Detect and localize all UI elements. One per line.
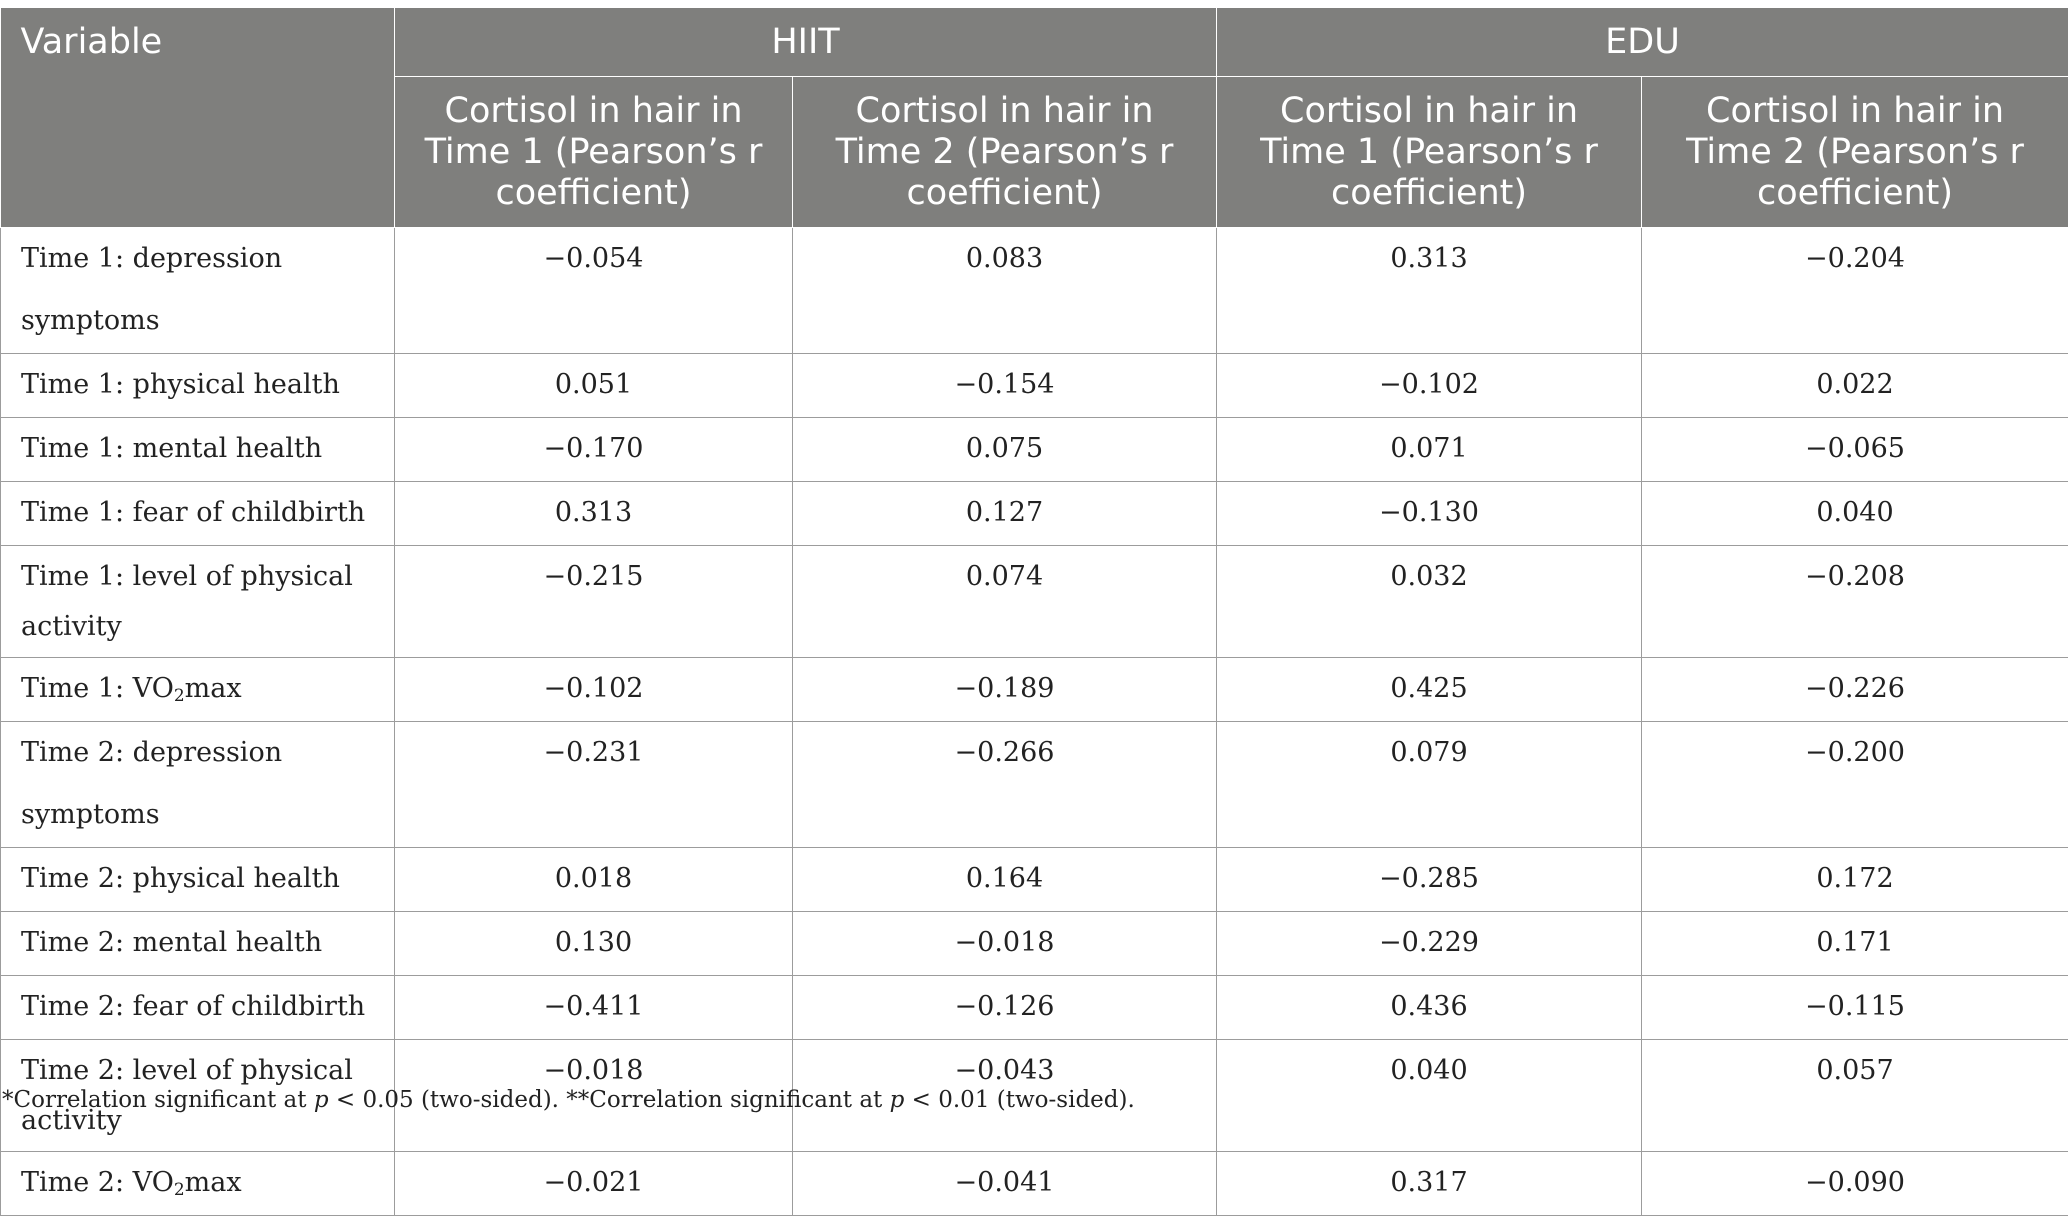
row-label-text: max (185, 1167, 242, 1198)
cell-hiit-time2: 0.164 (793, 848, 1217, 912)
row-label: Time 2: VO2max (1, 1152, 395, 1216)
cell-edu-time2: 0.040 (1642, 482, 2068, 546)
correlation-table: Variable HIIT EDU Cortisol in hair in Ti… (0, 8, 2068, 1216)
cell-hiit-time1: −0.231 (395, 722, 793, 848)
footnote-p-symbol: p (314, 1087, 329, 1113)
cell-hiit-time1: 0.130 (395, 912, 793, 976)
row-label: Time 2: mental health (1, 912, 395, 976)
cell-hiit-time1: 0.051 (395, 354, 793, 418)
row-label-text: max (185, 673, 242, 704)
cell-edu-time2: −0.208 (1642, 546, 2068, 658)
row-label-text: Time 2: VO (21, 1167, 174, 1198)
row-label-subscript: 2 (174, 686, 185, 706)
row-label: Time 1: level of physical activity (1, 546, 395, 658)
cell-hiit-time2: −0.018 (793, 912, 1217, 976)
header-group-hiit: HIIT (395, 8, 1217, 77)
table-row: Time 1: physical health 0.051 −0.154 −0.… (1, 354, 2068, 418)
table-row: Time 1: mental health −0.170 0.075 0.071… (1, 418, 2068, 482)
row-label-subscript: 2 (174, 1180, 185, 1200)
row-label: Time 2: physical health (1, 848, 395, 912)
cell-hiit-time1: −0.021 (395, 1152, 793, 1216)
cell-hiit-time2: −0.041 (793, 1152, 1217, 1216)
cell-hiit-time2: −0.189 (793, 658, 1217, 722)
table-row: Time 2: fear of childbirth −0.411 −0.126… (1, 976, 2068, 1040)
row-label: Time 1: physical health (1, 354, 395, 418)
row-label-text: Time 1: VO (21, 673, 174, 704)
cell-edu-time1: −0.285 (1217, 848, 1642, 912)
cell-hiit-time2: 0.074 (793, 546, 1217, 658)
row-label: Time 1: VO2max (1, 658, 395, 722)
cell-edu-time1: 0.040 (1217, 1040, 1642, 1152)
header-hiit-time2: Cortisol in hair in Time 2 (Pearson’s r … (793, 77, 1217, 228)
row-label: Time 1: fear of childbirth (1, 482, 395, 546)
cell-edu-time1: −0.229 (1217, 912, 1642, 976)
cell-edu-time2: 0.057 (1642, 1040, 2068, 1152)
table-row: Time 2: VO2max −0.021 −0.041 0.317 −0.09… (1, 1152, 2068, 1216)
row-label: Time 1: mental health (1, 418, 395, 482)
table-row: Time 1: VO2max −0.102 −0.189 0.425 −0.22… (1, 658, 2068, 722)
cell-hiit-time2: 0.075 (793, 418, 1217, 482)
footnote-text: < 0.05 (two-sided). **Correlation signif… (329, 1087, 890, 1113)
cell-hiit-time1: −0.054 (395, 228, 793, 354)
cell-edu-time2: −0.226 (1642, 658, 2068, 722)
footnote-text: *Correlation significant at (2, 1087, 314, 1113)
footnote-text: < 0.01 (two-sided). (904, 1087, 1134, 1113)
cell-edu-time1: 0.071 (1217, 418, 1642, 482)
table-row: Time 2: physical health 0.018 0.164 −0.2… (1, 848, 2068, 912)
cell-edu-time1: 0.079 (1217, 722, 1642, 848)
table-row: Time 1: depression symptoms −0.054 0.083… (1, 228, 2068, 354)
cell-hiit-time2: −0.266 (793, 722, 1217, 848)
table-row: Time 2: mental health 0.130 −0.018 −0.22… (1, 912, 2068, 976)
header-group-edu: EDU (1217, 8, 2068, 77)
cell-edu-time1: 0.313 (1217, 228, 1642, 354)
header-edu-time1: Cortisol in hair in Time 1 (Pearson’s r … (1217, 77, 1642, 228)
cell-edu-time2: −0.115 (1642, 976, 2068, 1040)
cell-hiit-time2: 0.083 (793, 228, 1217, 354)
cell-hiit-time2: −0.126 (793, 976, 1217, 1040)
cell-edu-time2: −0.065 (1642, 418, 2068, 482)
cell-hiit-time2: −0.154 (793, 354, 1217, 418)
cell-edu-time1: 0.425 (1217, 658, 1642, 722)
header-hiit-time1: Cortisol in hair in Time 1 (Pearson’s r … (395, 77, 793, 228)
cell-edu-time1: −0.102 (1217, 354, 1642, 418)
cell-hiit-time1: 0.018 (395, 848, 793, 912)
cell-edu-time1: 0.032 (1217, 546, 1642, 658)
cell-hiit-time1: 0.313 (395, 482, 793, 546)
table-row: Time 1: fear of childbirth 0.313 0.127 −… (1, 482, 2068, 546)
table-header: Variable HIIT EDU Cortisol in hair in Ti… (1, 8, 2068, 228)
row-label: Time 1: depression symptoms (1, 228, 395, 354)
cell-edu-time1: 0.317 (1217, 1152, 1642, 1216)
table-body: Time 1: depression symptoms −0.054 0.083… (1, 228, 2068, 1216)
cell-edu-time1: 0.436 (1217, 976, 1642, 1040)
row-label: Time 2: depression symptoms (1, 722, 395, 848)
header-variable: Variable (1, 8, 395, 228)
cell-hiit-time1: −0.170 (395, 418, 793, 482)
cell-hiit-time2: 0.127 (793, 482, 1217, 546)
cell-edu-time2: 0.022 (1642, 354, 2068, 418)
table-row: Time 1: level of physical activity −0.21… (1, 546, 2068, 658)
cell-edu-time1: −0.130 (1217, 482, 1642, 546)
cell-edu-time2: −0.090 (1642, 1152, 2068, 1216)
row-label: Time 2: fear of childbirth (1, 976, 395, 1040)
cell-edu-time2: −0.200 (1642, 722, 2068, 848)
cell-hiit-time1: −0.102 (395, 658, 793, 722)
cell-hiit-time1: −0.215 (395, 546, 793, 658)
cell-edu-time2: 0.171 (1642, 912, 2068, 976)
header-edu-time2: Cortisol in hair in Time 2 (Pearson’s r … (1642, 77, 2068, 228)
cell-hiit-time1: −0.411 (395, 976, 793, 1040)
table-row: Time 2: depression symptoms −0.231 −0.26… (1, 722, 2068, 848)
correlation-table-container: Variable HIIT EDU Cortisol in hair in Ti… (0, 8, 2068, 1216)
cell-edu-time2: −0.204 (1642, 228, 2068, 354)
table-footnote: *Correlation significant at p < 0.05 (tw… (2, 1087, 1135, 1113)
footnote-p-symbol: p (890, 1087, 905, 1113)
cell-edu-time2: 0.172 (1642, 848, 2068, 912)
